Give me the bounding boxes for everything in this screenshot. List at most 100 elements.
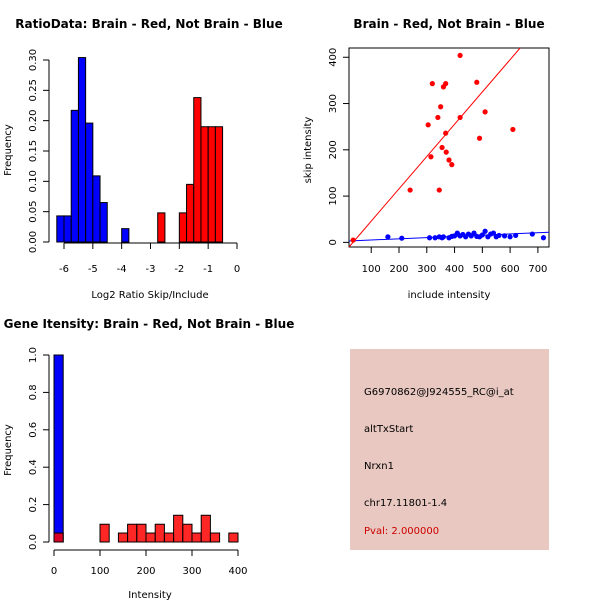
scatter-point-not-brain-29 (529, 231, 535, 237)
probe-id: G6970862@J924555_RC@i_at (364, 387, 514, 398)
intensity-bar-brain-13 (228, 532, 239, 543)
scatter-point-not-brain-6 (440, 234, 447, 240)
ratio-xtick-label-0: -6 (59, 264, 69, 275)
ratio-bar-brain-4 (200, 126, 209, 243)
scatter-point-brain-5 (435, 114, 441, 121)
ratio-bar-brain-0 (157, 212, 166, 243)
scatter-point-brain-19 (482, 109, 488, 115)
intensity-bar-brain-5 (145, 532, 156, 543)
intensity-bar-brain-1 (99, 523, 110, 543)
ratio-bar-not-brain-1 (63, 215, 72, 243)
scatter-point-not-brain-28 (513, 232, 519, 239)
ratio-xtick-label-1: -5 (88, 264, 98, 275)
gene-name: Nrxn1 (364, 461, 394, 472)
scatter-point-not-brain-27 (507, 234, 513, 240)
ratio-xtick-label-4: -2 (174, 264, 184, 275)
intensity-histogram-ylabel: Frequency (3, 424, 14, 476)
intensity-bar-brain-12 (209, 532, 221, 543)
scatter-point-not-brain-26 (501, 233, 508, 239)
scatter-point-brain-12 (443, 149, 449, 155)
scatter-xtick-label-0: 100 (362, 264, 381, 275)
ratio-ytick-label-6: 0.30 (28, 49, 39, 71)
scatter-ytick-label-2: 200 (328, 140, 339, 159)
intensity-histogram-xlabel: Intensity (128, 590, 172, 600)
ratio-bar-not-brain-6 (99, 202, 108, 243)
scatter-xtick-label-6: 700 (528, 264, 547, 275)
intensity-bar-brain-0 (53, 532, 64, 543)
scatter-point-not-brain-23 (490, 230, 497, 236)
scatter-xtick-label-5: 600 (501, 264, 520, 275)
scatter-ytick-label-0: 0 (328, 239, 339, 245)
scatter-point-brain-6 (436, 187, 442, 193)
scatter-point-not-brain-20 (482, 228, 488, 234)
ratio-xtick-label-2: -4 (117, 264, 127, 275)
intensity-bar-brain-9 (182, 523, 193, 543)
scatter-point-brain-15 (457, 52, 463, 59)
intensity-histogram-title: Gene Itensity: Brain - Red, Not Brain - … (4, 317, 295, 331)
scatter-point-brain-4 (429, 81, 435, 87)
scatter-ytick-label-4: 400 (328, 48, 339, 67)
scatter-point-not-brain-19 (479, 232, 485, 238)
ratio-bar-brain-1 (178, 212, 188, 243)
ratio-bar-brain-6 (214, 126, 224, 243)
ratio-histogram-ylabel: Frequency (3, 124, 14, 176)
scatter-point-not-brain-0 (385, 234, 391, 240)
scatter-point-brain-18 (476, 135, 483, 141)
p-value: Pval: 2.000000 (364, 526, 440, 537)
scatter-xtick-label-3: 400 (445, 264, 464, 275)
intensity-histogram: Gene Itensity: Brain - Red, Not Brain - … (3, 317, 294, 600)
ratio-bar-brain-5 (207, 126, 216, 243)
intensity-xtick-label-3: 300 (182, 566, 201, 577)
scatter-point-not-brain-2 (426, 235, 433, 241)
scatter-point-brain-3 (428, 154, 434, 160)
intensity-ytick-label-0: 0.0 (28, 534, 39, 550)
intensity-ytick-label-5: 1.0 (28, 347, 39, 363)
ratio-bar-not-brain-2 (70, 109, 79, 243)
info-panel: G6970862@J924555_RC@i_at altTxStart Nrxn… (350, 349, 549, 550)
scatter-point-not-brain-3 (432, 235, 438, 241)
ratio-ytick-label-3: 0.15 (28, 140, 39, 162)
intensity-bar-brain-10 (191, 532, 202, 543)
ratio-histogram-title: RatioData: Brain - Red, Not Brain - Blue (15, 17, 282, 31)
intensity-ytick-label-1: 0.2 (28, 497, 39, 513)
scatter-point-brain-7 (438, 104, 444, 110)
fit-line-brain (348, 47, 521, 248)
scatter-xtick-label-2: 300 (417, 264, 436, 275)
scatter-point-brain-20 (510, 126, 516, 133)
ratio-xtick-label-6: 0 (234, 264, 240, 275)
scatter-point-brain-13 (446, 157, 452, 163)
intensity-bar-brain-6 (154, 523, 165, 543)
ratio-bar-not-brain-4 (85, 122, 94, 243)
scatter-point-brain-10 (443, 81, 449, 87)
scatter-ytick-label-1: 100 (328, 187, 339, 206)
scatter-xlabel: include intensity (408, 290, 491, 301)
ratio-ytick-label-4: 0.20 (28, 110, 39, 132)
intensity-xtick-label-0: 0 (51, 566, 57, 577)
intensity-ytick-label-4: 0.8 (28, 384, 39, 400)
ratio-bar-not-brain-3 (77, 57, 87, 243)
intensity-ytick-label-2: 0.4 (28, 459, 39, 475)
ratio-ytick-label-1: 0.05 (28, 201, 39, 223)
scatter-point-brain-17 (474, 79, 480, 85)
intensity-bar-not-brain-0 (53, 354, 64, 543)
ratio-histogram: RatioData: Brain - Red, Not Brain - Blue… (3, 17, 283, 301)
intensity-ytick-label-3: 0.6 (28, 422, 39, 438)
ratio-ytick-label-5: 0.25 (28, 79, 39, 101)
ratio-ytick-label-0: 0.00 (28, 231, 39, 253)
ratio-bar-not-brain-7 (121, 228, 130, 243)
scatter-point-brain-14 (449, 162, 455, 168)
scatter-title: Brain - Red, Not Brain - Blue (353, 17, 544, 31)
ratio-bar-brain-3 (193, 97, 202, 243)
event-type: altTxStart (364, 424, 414, 435)
ratio-xtick-label-5: -1 (203, 264, 213, 275)
intensity-bar-brain-7 (163, 532, 175, 543)
scatter-point-brain-0 (350, 237, 356, 243)
scatter-point-brain-16 (457, 114, 463, 121)
scatter-ytick-label-3: 300 (328, 94, 339, 113)
intensity-bar-brain-4 (136, 523, 147, 543)
scatter-point-brain-8 (439, 144, 445, 151)
ratio-bar-not-brain-0 (56, 215, 65, 243)
intensity-bar-brain-11 (200, 514, 211, 543)
ratio-ytick-label-2: 0.10 (28, 170, 39, 192)
